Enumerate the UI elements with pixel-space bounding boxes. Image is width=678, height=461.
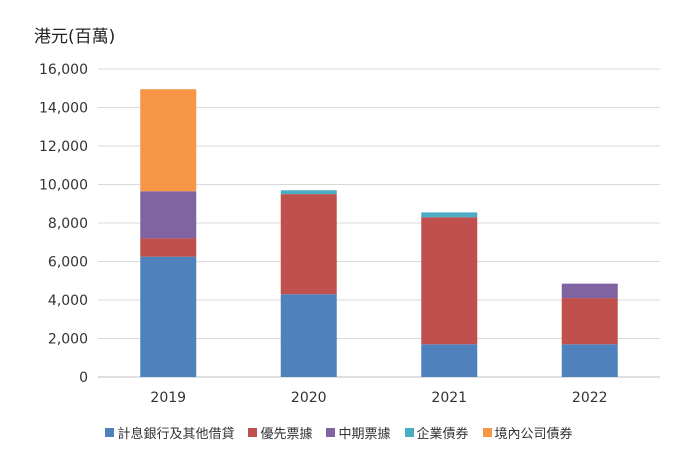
legend-item: 境內公司債券 [482, 423, 573, 442]
legend-swatch [404, 428, 414, 437]
legend-label: 優先票據 [260, 427, 313, 442]
y-axis-unit-label: 港元(百萬) [34, 27, 116, 47]
bar-segment [140, 191, 197, 239]
y-tick-label: 8,000 [48, 216, 88, 232]
bar-segment [280, 294, 337, 377]
bar-segment [561, 344, 618, 377]
bar-segment [280, 194, 337, 295]
y-tick-label: 6,000 [48, 255, 88, 271]
legend-swatch [248, 428, 258, 437]
bar-segment [280, 190, 337, 195]
bar-segment [421, 212, 478, 218]
legend-item: 中期票據 [326, 423, 391, 442]
legend-swatch [105, 428, 115, 437]
bar-segment [561, 298, 618, 345]
y-tick-label: 16,000 [39, 62, 88, 78]
y-tick-label: 4,000 [48, 293, 88, 309]
legend-label: 中期票據 [338, 427, 391, 442]
legend-label: 計息銀行及其他借貸 [117, 427, 235, 442]
x-tick-label: 2022 [572, 390, 608, 406]
legend-item: 計息銀行及其他借貸 [105, 423, 234, 442]
legend-item: 企業債券 [404, 423, 469, 442]
legend-label: 企業債券 [416, 427, 469, 442]
legend-item: 優先票據 [248, 423, 312, 442]
x-tick-label: 2019 [150, 390, 186, 406]
y-tick-label: 10,000 [39, 178, 88, 194]
bar-segment [421, 344, 478, 377]
bar-segment [140, 89, 197, 192]
legend-swatch [482, 428, 492, 437]
legend-swatch [326, 428, 336, 437]
y-tick-label: 0 [79, 370, 88, 386]
x-tick-label: 2020 [291, 390, 327, 406]
y-tick-label: 14,000 [39, 101, 88, 117]
x-tick-label: 2021 [431, 390, 467, 406]
legend: 計息銀行及其他借貸 優先票據 中期票據 企業債券 境內公司債券 [0, 423, 678, 442]
bar-segment [140, 256, 197, 377]
y-tick-label: 2,000 [48, 332, 88, 348]
bar-segment [421, 217, 478, 345]
legend-label: 境內公司債券 [494, 427, 573, 442]
bar-segment [561, 283, 618, 299]
bar-segment [140, 238, 197, 257]
y-tick-label: 12,000 [39, 139, 88, 155]
